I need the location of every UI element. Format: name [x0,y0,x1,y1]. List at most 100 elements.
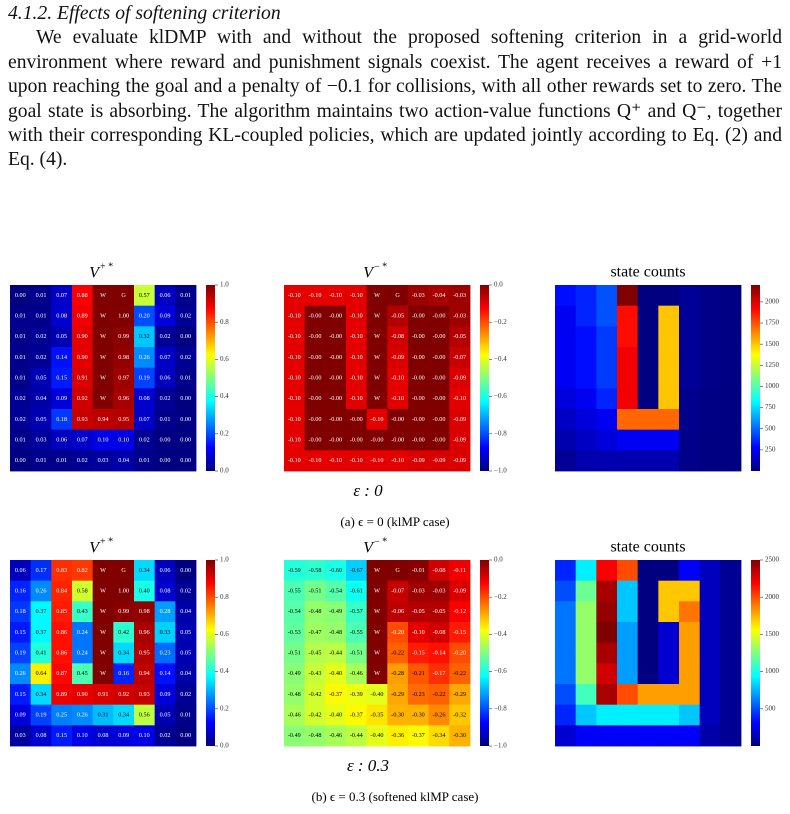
cell [10,642,32,664]
cell [51,347,73,369]
cell-label: W [374,395,380,402]
cell [113,642,135,664]
cell [175,450,197,472]
cell-label: 0.01 [36,292,47,299]
cell [555,601,577,623]
cell-label: 0.99 [118,333,129,340]
cell-label: W [100,354,106,361]
cell [387,725,409,747]
colorbar-tick-label: 1000 [765,667,780,675]
cell [596,305,618,327]
cell [30,367,52,389]
cell [30,326,52,348]
cell [92,622,114,644]
cell [637,663,659,685]
cell [555,429,577,451]
cell-label: -0.10 [329,457,342,464]
cell-label: 0.19 [15,649,26,656]
cell-label: 0.01 [139,457,150,464]
cell [679,409,701,431]
colorbar-tick-label: 1750 [765,319,780,327]
cell [449,704,471,726]
colorbar-tick-label: 0.6 [220,355,229,363]
colorbar-tick-label: 0.6 [220,630,229,638]
cell-label: -0.23 [412,691,425,698]
colorbar [480,560,489,746]
cell [10,409,32,431]
cell-label: -0.07 [391,587,404,594]
cell [428,704,450,726]
cell [72,285,94,307]
cell [10,305,32,327]
cell [154,305,176,327]
cell [346,725,368,747]
cell [658,663,680,685]
cell [408,642,430,664]
cell [346,663,368,685]
cell [304,305,326,327]
cell [449,450,471,472]
cell [637,642,659,664]
cell [113,663,135,685]
cell [449,580,471,602]
cell-label: 0.01 [15,312,26,319]
cell-label: 0.02 [160,732,171,739]
cell [72,684,94,706]
cell [679,601,701,623]
cell [175,663,197,685]
cell-label: -0.53 [288,629,301,636]
cell [699,409,721,431]
colorbar-tick-label: 0.4 [220,392,229,400]
cell [366,326,388,348]
cell-label: -0.39 [350,691,363,698]
cell [72,429,94,451]
cell-label: -0.45 [309,649,322,656]
cell [408,326,430,348]
cell-label: -0.00 [412,312,425,319]
cell-label: -0.44 [350,732,363,739]
cell-label: -0.55 [288,587,301,594]
cell-label: -0.07 [453,354,466,361]
colorbar-tick-label: 0.0 [220,742,229,750]
cell [575,704,597,726]
cell-label: 1.00 [118,587,129,594]
cell-label: -0.15 [412,649,425,656]
cell-label: W [100,608,106,615]
cell-label: 0.00 [180,416,191,423]
cell [30,560,52,582]
cell [408,367,430,389]
cell [720,429,742,451]
cell-label: -0.11 [453,567,466,574]
cell [346,704,368,726]
cell [637,601,659,623]
cell [51,725,73,747]
cell [699,285,721,307]
cell [175,409,197,431]
colorbar-tick-label: 1000 [765,382,780,390]
cell [304,622,326,644]
cell [596,580,618,602]
cell [720,409,742,431]
cell-label: -0.10 [412,629,425,636]
cell [658,347,680,369]
cell [72,326,94,348]
cell-label: 0.04 [180,608,191,615]
cell [284,305,306,327]
cell-label: 0.00 [160,436,171,443]
cell-label: -0.51 [288,649,301,656]
cell-label: 0.08 [36,732,47,739]
cell-label: 0.09 [160,691,171,698]
cell-label: W [100,567,106,574]
cell [720,560,742,582]
colorbar-tick-label: 0.8 [220,318,229,326]
cell-label: 0.07 [56,292,67,299]
cell [387,347,409,369]
cell [449,560,471,582]
cell [575,642,597,664]
cell [72,725,94,747]
cell [575,601,597,623]
cell-label: 0.00 [160,457,171,464]
cell-label: -0.10 [453,395,466,402]
cell-label: -0.40 [329,711,342,718]
cell [154,601,176,623]
